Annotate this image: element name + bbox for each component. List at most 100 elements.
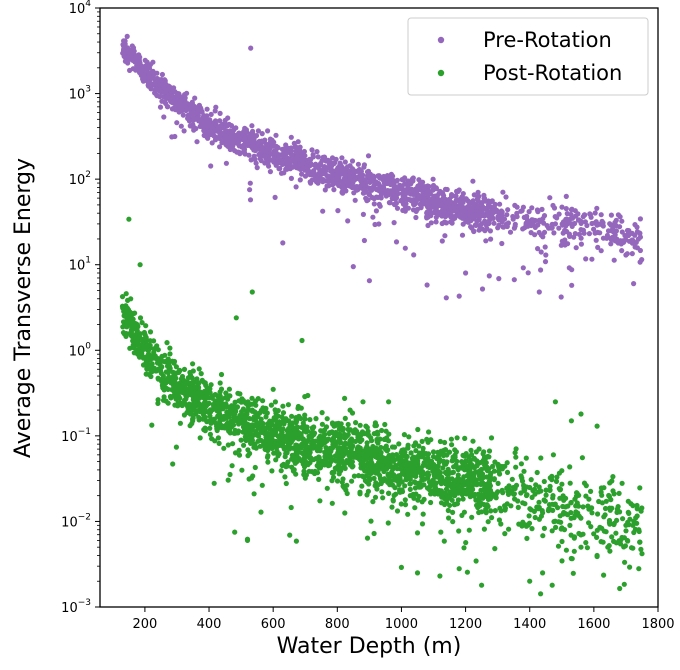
data-point [163,377,169,383]
data-point [481,526,487,532]
data-point [597,230,603,236]
data-point [331,187,337,193]
data-point [207,431,213,437]
data-point [528,230,534,236]
data-point [578,241,585,247]
data-point [364,424,370,431]
data-point [592,230,598,236]
data-point [244,433,250,439]
data-point-outlier [244,536,251,542]
data-point [495,489,501,495]
data-point [521,468,527,474]
data-point [301,468,307,474]
data-point [264,142,270,148]
data-point [446,449,453,455]
data-point [612,232,618,238]
data-point [573,245,579,251]
legend[interactable]: Pre-Rotation Post-Rotation [407,17,649,96]
data-point [386,431,392,437]
data-point [556,211,562,217]
data-point [128,328,134,334]
data-point [405,511,411,517]
data-point [191,125,197,131]
data-point [299,171,305,177]
data-point [412,485,418,491]
data-point [353,420,359,426]
data-point [434,488,440,494]
data-point [536,484,542,490]
data-point [132,332,138,338]
data-point [512,223,518,229]
data-point [479,471,486,477]
data-point [357,445,363,451]
data-point [190,368,196,374]
data-point [446,515,452,521]
data-point [357,491,363,497]
data-point [464,569,470,575]
data-point [212,108,218,114]
data-point [539,206,545,212]
legend-box [407,17,649,96]
data-point [467,465,473,471]
data-point [330,474,337,480]
data-point [467,494,473,500]
data-point [219,140,225,146]
data-point [241,442,247,448]
data-point [148,373,154,380]
data-point [581,230,587,236]
data-point [208,111,214,117]
data-point [253,430,260,436]
data-point [249,401,255,407]
data-point-outlier [520,265,526,271]
data-point [514,214,520,220]
data-point [268,157,274,163]
data-point [470,438,476,444]
data-point [407,481,413,487]
data-point [449,192,455,198]
data-point [150,68,156,74]
data-point [215,401,221,407]
data-point [551,205,558,211]
data-point [483,483,489,489]
data-point [475,189,481,195]
data-point [433,219,439,225]
data-point [595,244,601,250]
data-point [396,441,402,447]
data-point-outlier [342,415,348,421]
data-point [364,173,371,179]
data-point [541,525,548,532]
data-point [363,456,369,462]
data-point [360,211,366,217]
data-point [534,469,540,476]
data-point [456,187,462,193]
data-point [470,475,476,482]
data-point [362,177,368,183]
data-point [407,486,413,492]
data-point [338,440,344,446]
data-point [576,530,582,537]
data-point [595,511,601,517]
data-point [394,177,400,183]
data-point [172,133,178,140]
data-point [588,524,594,530]
data-point [320,179,326,185]
data-point [429,458,435,464]
data-point [286,446,292,452]
data-point [155,400,161,406]
data-point [147,356,153,362]
y-tick-label: 10−1 [61,427,91,445]
data-point [488,470,494,476]
data-point [324,448,330,454]
data-point [139,348,145,354]
data-point [315,154,321,160]
data-point [265,421,271,427]
data-point [198,106,204,112]
data-point [121,44,128,50]
data-point [426,429,432,435]
data-point [498,521,504,527]
data-point [192,390,198,396]
data-point [636,230,643,236]
legend-label-pre-rotation: Pre-Rotation [483,28,612,52]
data-point [298,433,304,439]
data-point [600,223,606,229]
